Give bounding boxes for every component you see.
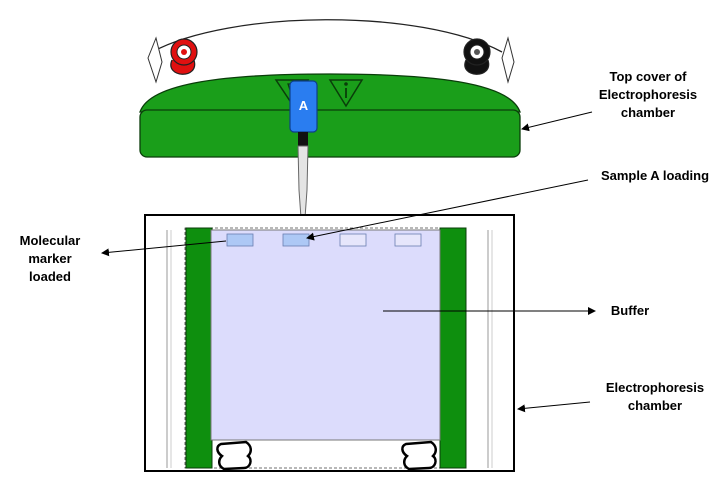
label-top-cover-line-3: chamber	[621, 105, 675, 120]
arrow-top-cover	[521, 111, 593, 132]
arrow-sample-loading	[306, 179, 589, 241]
left-electrode	[185, 227, 213, 469]
electrophoresis-chamber	[144, 214, 515, 472]
label-molecular-marker: Molecular marker loaded	[20, 233, 81, 284]
cover-handle	[151, 19, 503, 53]
label-molecular-marker-line-1: Molecular	[20, 233, 81, 248]
label-top-cover: Top cover of Electrophoresis chamber	[599, 69, 697, 120]
left-clamp	[216, 440, 252, 471]
right-clamp	[401, 440, 437, 471]
label-buffer: Buffer	[611, 303, 649, 318]
right-electrode	[439, 227, 467, 469]
top-cover	[139, 19, 521, 158]
label-top-cover-line-1: Top cover of	[609, 69, 687, 84]
info-triangle-icon	[328, 79, 364, 108]
red-electrode-terminal-icon	[170, 38, 198, 75]
black-electrode-terminal-icon	[463, 38, 491, 75]
pipette-collar	[298, 132, 308, 146]
cover-dome	[139, 73, 521, 113]
label-chamber-line-2: chamber	[628, 398, 682, 413]
label-molecular-marker-line-2: marker	[28, 251, 71, 266]
well-3	[339, 233, 367, 247]
right-handle-bracket	[501, 36, 515, 84]
arrow-molecular-marker	[101, 240, 227, 257]
pipette-label: A	[299, 98, 309, 113]
buffer-gel	[210, 229, 441, 441]
label-sample-loading: Sample A loading	[601, 168, 709, 183]
annotation-arrows	[101, 111, 596, 413]
well-sample-a	[282, 233, 310, 247]
label-molecular-marker-line-3: loaded	[29, 269, 71, 284]
label-chamber: Electrophoresis chamber	[606, 380, 704, 413]
well-molecular-marker	[226, 233, 254, 247]
left-handle-bracket	[147, 36, 163, 84]
label-top-cover-line-2: Electrophoresis	[599, 87, 697, 102]
cover-body	[139, 109, 521, 158]
well-4	[394, 233, 422, 247]
label-chamber-line-1: Electrophoresis	[606, 380, 704, 395]
arrow-chamber	[517, 401, 591, 413]
